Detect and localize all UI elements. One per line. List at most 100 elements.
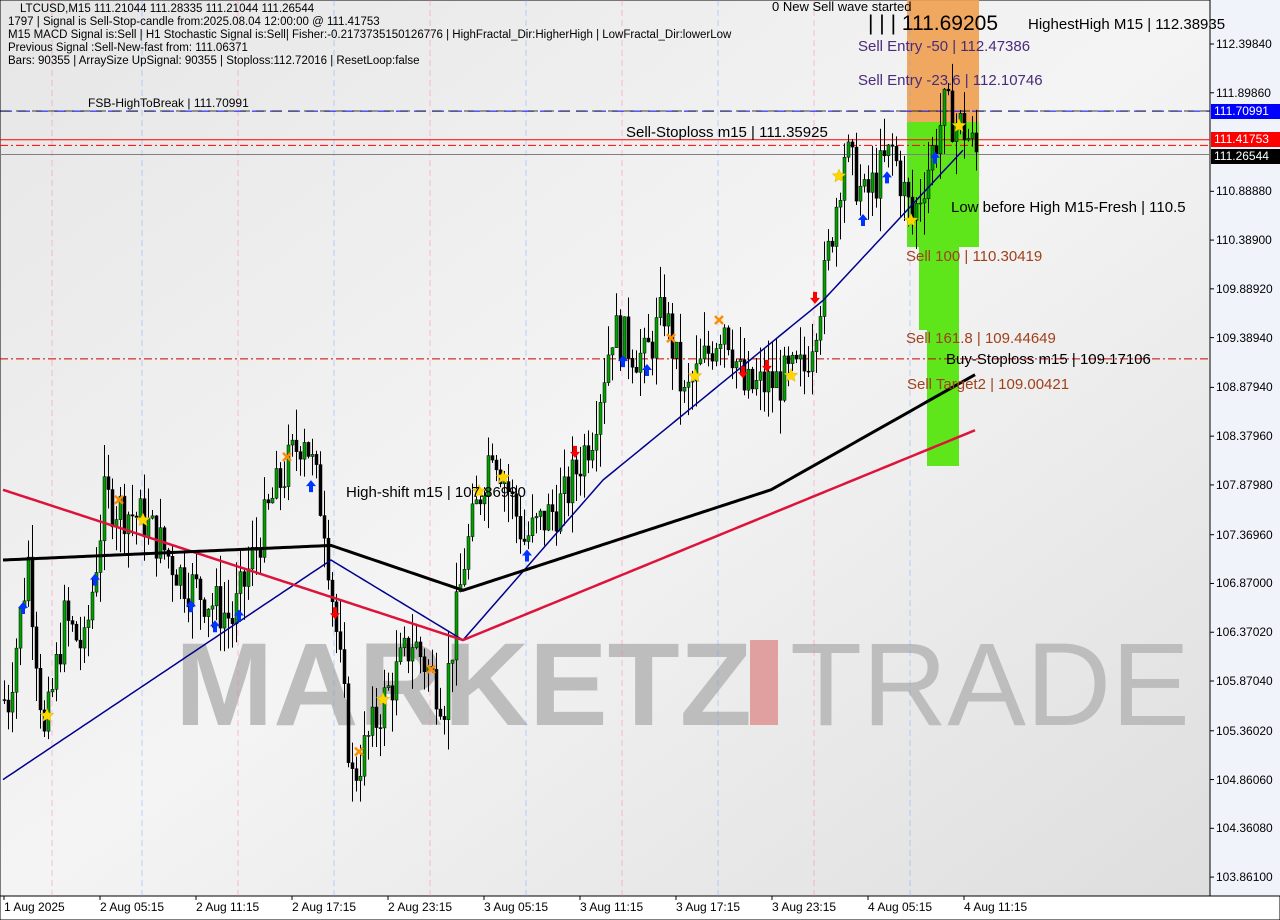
bull-candle xyxy=(722,327,727,345)
bull-candle xyxy=(290,439,295,446)
bear-candle xyxy=(342,649,347,684)
bear-candle xyxy=(778,371,783,401)
price-tick-label: 104.36080 xyxy=(1216,821,1273,836)
up-arrow-icon xyxy=(882,171,892,184)
price-tick-label: 111.89860 xyxy=(1216,85,1271,100)
up-arrow-icon xyxy=(234,609,244,622)
bull-candle xyxy=(274,468,279,499)
bull-candle xyxy=(714,348,719,362)
symbol-info: LTCUSD,M15 111.21044 111.28335 111.21044… xyxy=(20,3,315,15)
bull-candle xyxy=(402,637,407,649)
up-arrow-icon xyxy=(306,480,316,493)
sell-161-label: Sell 161.8 | 109.44649 xyxy=(906,330,1056,347)
buy-stoploss-label: Buy-Stoploss m15 | 109.17106 xyxy=(946,351,1151,368)
bull-candle xyxy=(810,351,815,372)
time-tick-label: 2 Aug 05:15 xyxy=(100,900,165,914)
bull-candle xyxy=(62,600,67,665)
bull-candle xyxy=(206,608,211,617)
bull-candle xyxy=(366,735,371,737)
bear-candle xyxy=(306,442,311,457)
bear-candle xyxy=(38,668,43,711)
bull-candle xyxy=(926,169,931,199)
up-arrow-icon xyxy=(618,355,628,368)
bear-candle xyxy=(198,578,203,601)
bull-candle xyxy=(674,341,679,359)
up-arrow-icon xyxy=(186,600,196,613)
ma-blue-line xyxy=(2,149,964,781)
bull-candle xyxy=(18,607,23,649)
price-tick-label: 108.87940 xyxy=(1216,380,1273,395)
bull-candle xyxy=(666,313,671,327)
bear-candle xyxy=(34,626,39,669)
bear-candle xyxy=(130,514,135,517)
bull-candle xyxy=(414,641,419,648)
sell-entry-236-label: Sell Entry -23.6 | 112.10746 xyxy=(858,72,1043,89)
sell-target2-label: Sell Target2 | 109.00421 xyxy=(907,376,1070,393)
bear-candle xyxy=(350,762,355,769)
bull-candle xyxy=(238,571,243,594)
bear-candle xyxy=(518,516,523,540)
highest-high-label: HighestHigh M15 | 112.38935 xyxy=(1028,16,1226,33)
bull-candle xyxy=(754,380,759,390)
up-arrow-icon xyxy=(522,549,532,562)
price-tick-label: 109.38940 xyxy=(1216,330,1273,345)
target-zone xyxy=(907,122,979,247)
star-marker xyxy=(39,707,55,722)
time-tick-label: 3 Aug 17:15 xyxy=(676,900,741,914)
bull-candle xyxy=(394,661,399,701)
bear-candle xyxy=(770,371,775,389)
bear-candle xyxy=(706,345,711,354)
bear-candle xyxy=(630,357,635,368)
price-tag-fsb: 111.70991 xyxy=(1211,104,1280,119)
bear-candle xyxy=(6,699,11,713)
star-marker xyxy=(135,512,151,527)
bull-candle xyxy=(50,689,55,693)
bear-candle xyxy=(378,727,383,729)
price-tick-label: 105.36020 xyxy=(1216,723,1273,738)
bull-candle xyxy=(822,260,827,317)
bull-candle xyxy=(594,434,599,451)
bear-candle xyxy=(650,341,655,359)
bull-candle xyxy=(486,455,491,497)
bear-candle xyxy=(106,476,111,490)
bear-candle xyxy=(218,586,223,629)
bull-candle xyxy=(286,444,291,487)
bull-candle xyxy=(642,337,647,354)
bear-candle xyxy=(58,654,63,665)
bear-candle xyxy=(554,511,559,532)
star-marker xyxy=(495,469,511,484)
cross-marker xyxy=(114,494,124,505)
bear-candle xyxy=(894,146,899,162)
bear-candle xyxy=(30,556,35,628)
bull-candle xyxy=(150,515,155,519)
bull-candle xyxy=(146,517,151,538)
bull-candle xyxy=(838,200,843,208)
bull-candle xyxy=(362,735,367,777)
sell-entry-50-label: Sell Entry -50 | 112.47386 xyxy=(858,38,1031,55)
bull-candle xyxy=(450,659,455,664)
bull-candle xyxy=(698,358,703,365)
bull-candle xyxy=(10,691,15,713)
cross-marker xyxy=(354,746,364,757)
up-arrow-icon xyxy=(930,151,940,164)
price-tick-label: 107.87980 xyxy=(1216,477,1273,492)
bear-candle xyxy=(890,144,895,147)
price-tick-label: 104.86060 xyxy=(1216,772,1273,787)
high-shift-label: High-shift m15 | 107.86990 xyxy=(346,484,526,501)
bull-candle xyxy=(610,347,615,356)
bull-candle xyxy=(282,486,287,488)
bear-candle xyxy=(866,179,871,193)
bear-candle xyxy=(882,150,887,157)
bull-candle xyxy=(790,354,795,364)
bear-candle xyxy=(374,706,379,728)
price-tag-signal: 111.41753 xyxy=(1211,132,1280,147)
bull-candle xyxy=(538,510,543,517)
bull-candle xyxy=(250,547,255,570)
bear-candle xyxy=(522,538,527,542)
big-price-label: | | | 111.69205 xyxy=(868,12,999,35)
bull-candle xyxy=(798,354,803,360)
bull-candle xyxy=(54,654,59,690)
bull-candle xyxy=(686,381,691,388)
bull-candle xyxy=(118,495,123,520)
bull-candle xyxy=(682,387,687,392)
